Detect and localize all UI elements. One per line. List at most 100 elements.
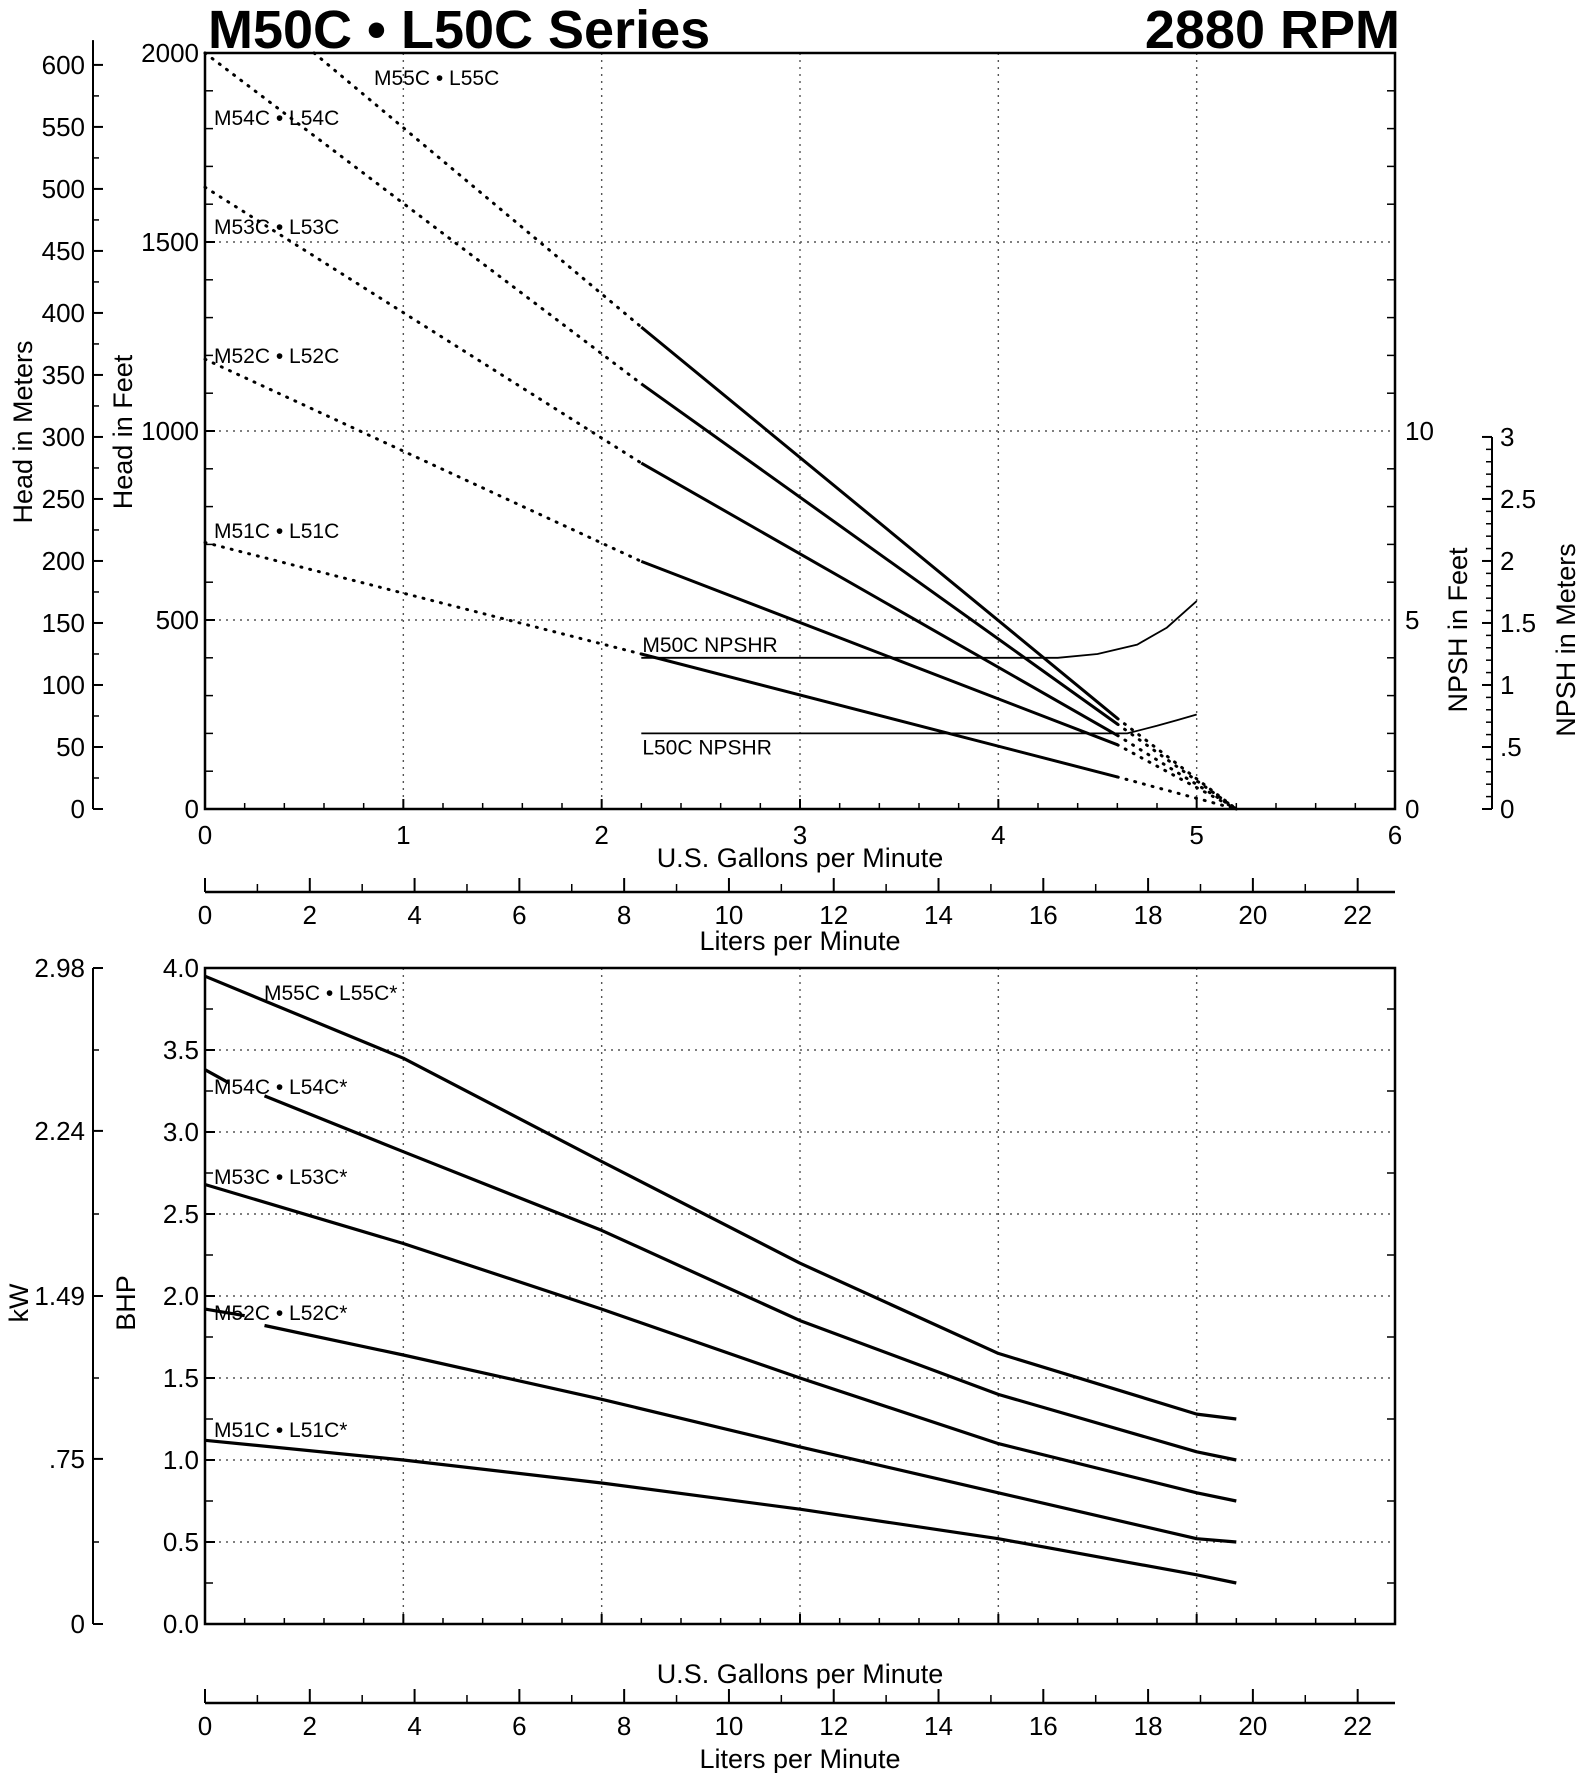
head-curve-dotted xyxy=(203,51,643,386)
bhp-axes: 0.0 0.5 1.0 1.5 2.0 2.5 3.0 3.5 4.0 0 .75 1.49 2.24 2… xyxy=(34,953,1396,1741)
kw-tick-label: 2.24 xyxy=(34,1116,85,1146)
bhp-lpm-tick-label: 8 xyxy=(617,1711,631,1741)
head-curve-label: M52C • L52C xyxy=(214,345,339,368)
meters-tick-label: 150 xyxy=(42,608,85,638)
head-curve-labels: M51C • L51C M52C • L52C M53C • L53C M54C • … xyxy=(214,67,778,759)
head-curve-label: M55C • L55C xyxy=(374,67,499,90)
meters-tick-label: 500 xyxy=(42,174,85,204)
npshr-label: M50C NPSHR xyxy=(642,634,777,657)
bhp-lpm-tick-label: 16 xyxy=(1029,1711,1058,1741)
head-axes: 0 1 2 3 4 5 6050010001500200005010015020025030… xyxy=(42,38,1537,930)
bhp-ytick-label: 1.5 xyxy=(163,1363,199,1393)
bhp-ytick-label: 2.0 xyxy=(163,1281,199,1311)
bhp-lpm-tick-label: 18 xyxy=(1134,1711,1163,1741)
head-curve-label: M54C • L54C xyxy=(214,107,339,130)
bhp-curve xyxy=(264,1323,1237,1544)
bhp-xlabel-lpm: Liters per Minute xyxy=(699,1744,900,1773)
kw-ylabel: kW xyxy=(4,1283,34,1323)
npsh-m-tick-label: 1.5 xyxy=(1500,608,1536,638)
npsh-ft-tick-label: 5 xyxy=(1405,605,1419,635)
bhp-curve-label: M52C • L52C* xyxy=(214,1302,347,1325)
head-ylabel-meters: Head in Meters xyxy=(8,340,38,523)
bhp-curve xyxy=(204,1182,1237,1503)
bhp-ytick-label: 0.5 xyxy=(163,1527,199,1557)
head-lpm-tick-label: 10 xyxy=(714,900,743,930)
head-lpm-tick-label: 16 xyxy=(1029,900,1058,930)
npsh-m-tick-label: 3 xyxy=(1500,422,1514,452)
head-lpm-tick-label: 6 xyxy=(512,900,526,930)
bhp-curve xyxy=(204,974,1237,1421)
bhp-ylabel: BHP xyxy=(111,1275,141,1331)
head-grid xyxy=(205,53,1395,809)
head-curve-solid xyxy=(640,461,1119,737)
head-xtick-label: 5 xyxy=(1189,820,1203,850)
head-xlabel-lpm: Liters per Minute xyxy=(699,926,900,956)
bhp-ytick-label: 1.0 xyxy=(163,1445,199,1475)
meters-tick-label: 300 xyxy=(42,422,85,452)
bhp-grid xyxy=(205,968,1395,1624)
kw-tick-label: 2.98 xyxy=(34,953,85,983)
npshr-label: L50C NPSHR xyxy=(642,736,772,759)
bhp-ytick-label: 0.0 xyxy=(163,1609,199,1639)
meters-tick-label: 250 xyxy=(42,484,85,514)
head-curve-tail xyxy=(1115,722,1238,811)
head-lpm-tick-label: 4 xyxy=(407,900,421,930)
bhp-curve-label: M51C • L51C* xyxy=(214,1419,347,1442)
head-ytick-label: 0 xyxy=(185,794,199,824)
head-curve-solid xyxy=(640,382,1119,726)
head-lpm-tick-label: 18 xyxy=(1134,900,1163,930)
bhp-lpm-tick-label: 12 xyxy=(819,1711,848,1741)
head-xtick-label: 2 xyxy=(594,820,608,850)
npsh-ft-tick-label: 0 xyxy=(1405,794,1419,824)
bhp-ytick-label: 4.0 xyxy=(163,953,199,983)
npsh-m-tick-label: 2 xyxy=(1500,546,1514,576)
kw-tick-label: 1.49 xyxy=(34,1281,85,1311)
head-chart: 0 1 2 3 4 5 6050010001500200005010015020025030… xyxy=(8,38,1581,956)
bhp-curve-label: M54C • L54C* xyxy=(214,1076,347,1099)
bhp-curve-fragment xyxy=(204,1307,245,1318)
head-xtick-label: 1 xyxy=(396,820,410,850)
head-curve-solid xyxy=(640,325,1119,720)
head-ytick-label: 2000 xyxy=(141,38,199,68)
head-lpm-tick-label: 22 xyxy=(1343,900,1372,930)
meters-tick-label: 350 xyxy=(42,360,85,390)
head-curve-dotted xyxy=(203,357,643,563)
head-xlabel: U.S. Gallons per Minute xyxy=(657,843,944,873)
head-curves xyxy=(203,51,1238,811)
head-curve-tail xyxy=(1115,733,1238,811)
bhp-lpm-tick-label: 6 xyxy=(512,1711,526,1741)
head-curve-tail xyxy=(1115,743,1238,811)
head-curve-solid xyxy=(640,652,1118,779)
head-ytick-label: 1000 xyxy=(141,416,199,446)
bhp-ytick-label: 2.5 xyxy=(163,1199,199,1229)
bhp-curves xyxy=(204,974,1237,1585)
bhp-ytick-label: 3.0 xyxy=(163,1117,199,1147)
meters-tick-label: 200 xyxy=(42,546,85,576)
head-curve-tail xyxy=(1115,775,1238,811)
npsh-m-tick-label: .5 xyxy=(1500,732,1522,762)
bhp-lpm-tick-label: 0 xyxy=(198,1711,212,1741)
meters-tick-label: 400 xyxy=(42,298,85,328)
head-lpm-tick-label: 20 xyxy=(1238,900,1267,930)
head-lpm-tick-label: 0 xyxy=(198,900,212,930)
npsh-m-tick-label: 0 xyxy=(1500,794,1514,824)
bhp-chart: 0.0 0.5 1.0 1.5 2.0 2.5 3.0 3.5 4.0 0 .75 1.49 2.24 2… xyxy=(4,953,1397,1773)
bhp-lpm-tick-label: 2 xyxy=(303,1711,317,1741)
meters-tick-label: 550 xyxy=(42,112,85,142)
bhp-curve xyxy=(204,1438,1237,1585)
head-curve-label: M53C • L53C xyxy=(214,216,339,239)
bhp-xlabel: U.S. Gallons per Minute xyxy=(657,1659,944,1689)
bhp-curve xyxy=(263,1094,1237,1462)
meters-tick-label: 100 xyxy=(42,670,85,700)
rpm-label: 2880 RPM xyxy=(1145,0,1400,60)
head-lpm-tick-label: 2 xyxy=(303,900,317,930)
bhp-ytick-label: 3.5 xyxy=(163,1035,199,1065)
head-xtick-label: 4 xyxy=(991,820,1005,850)
bhp-curve-label: M55C • L55C* xyxy=(264,982,397,1005)
head-xtick-label: 0 xyxy=(198,820,212,850)
kw-tick-label: 0 xyxy=(71,1609,85,1639)
npsh-m-tick-label: 2.5 xyxy=(1500,484,1536,514)
bhp-lpm-tick-label: 14 xyxy=(924,1711,953,1741)
bhp-curve-labels: M51C • L51C* M52C • L52C* M53C • L53C* M54C… xyxy=(214,982,397,1442)
npsh-ft-tick-label: 10 xyxy=(1405,416,1434,446)
